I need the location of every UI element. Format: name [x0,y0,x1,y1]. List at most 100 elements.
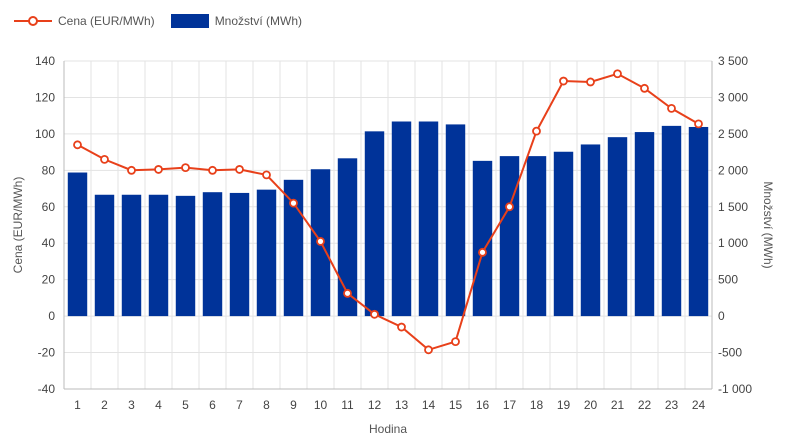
x-tick-label: 20 [584,398,598,412]
x-tick-label: 14 [422,398,436,412]
bar [499,156,520,317]
y-tick-label: 100 [35,127,55,141]
bar [175,195,196,317]
bar [526,156,547,317]
y-tick-label: 40 [42,236,56,250]
bar [67,172,88,317]
bar [337,158,358,317]
y2-tick-label: 2 000 [718,163,748,177]
y-tick-label: -40 [38,382,56,396]
bar [580,144,601,317]
legend-line-marker [14,16,52,26]
x-tick-label: 9 [290,398,297,412]
price-point [73,140,82,150]
legend-bar-marker [170,14,209,28]
bar [391,121,412,317]
bar [148,194,169,317]
legend: Cena (EUR/MWh) Množství (MWh) [14,14,318,28]
bar [283,179,304,317]
bar [472,160,493,317]
price-point [235,165,244,174]
price-point [613,69,622,79]
y2-tick-label: 500 [718,273,738,287]
bar [661,125,682,317]
x-tick-label: 17 [503,398,517,412]
price-point [397,322,406,332]
y2-tick-label: 3 000 [718,90,748,104]
line-series [73,69,703,355]
y2-tick-label: 2 500 [718,127,748,141]
price-point [640,83,649,93]
bar [229,192,250,317]
x-tick-label: 21 [611,398,625,412]
price-point [154,165,163,174]
y2-tick-label: 1 500 [718,200,748,214]
x-tick-label: 7 [236,398,243,412]
y-tick-label: 140 [35,54,55,68]
legend-item-mnozstvi[interactable]: Množství (MWh) [170,14,303,28]
price-point [451,337,460,347]
price-point [343,288,352,298]
x-tick-label: 1 [74,398,81,412]
bar-series [67,121,709,317]
price-point [127,165,136,175]
x-tick-label: 23 [665,398,679,412]
y2-axis-title: Množství (MWh) [761,181,775,268]
x-axis-title: Hodina [369,422,407,436]
x-tick-label: 2 [101,398,108,412]
x-tick-label: 12 [368,398,382,412]
y-tick-label: 20 [42,273,56,287]
x-tick-label: 13 [395,398,409,412]
y2-tick-label: -1 000 [718,382,752,396]
x-tick-label: 10 [314,398,328,412]
price-point [181,163,190,173]
legend-item-cena[interactable]: Cena (EUR/MWh) [14,14,155,28]
price-point [505,202,514,212]
price-point [208,165,217,175]
price-line [77,72,699,351]
x-tick-label: 15 [449,398,463,412]
price-point [424,345,433,355]
bar [94,194,115,317]
y-tick-label: 0 [48,309,55,323]
bar [418,121,439,317]
x-tick-label: 18 [530,398,544,412]
bar [553,151,574,317]
y-tick-label: 60 [42,200,56,214]
grid-lines [63,60,713,390]
price-point [532,126,541,136]
y2-tick-label: -500 [718,346,742,360]
price-point [100,154,109,164]
price-point [316,236,325,246]
x-tick-label: 8 [263,398,270,412]
y-tick-label: 120 [35,90,55,104]
price-point [478,247,487,257]
bar [445,124,466,317]
price-point [289,198,298,208]
bar [202,192,223,317]
price-point [262,170,271,180]
x-tick-label: 3 [128,398,135,412]
x-tick-label: 22 [638,398,652,412]
price-point [586,77,595,87]
price-point [694,119,703,129]
price-point [370,309,379,319]
x-tick-label: 11 [341,398,354,412]
bar [364,131,385,317]
y2-tick-label: 0 [718,309,725,323]
bar [121,194,142,317]
legend-label-cena: Cena (EUR/MWh) [58,14,155,28]
price-point [559,76,568,86]
price-point [667,103,676,113]
x-tick-label: 24 [692,398,706,412]
x-tick-label: 19 [557,398,571,412]
y2-tick-label: 1 000 [718,236,748,250]
x-tick-label: 16 [476,398,490,412]
y2-tick-label: 3 500 [718,54,748,68]
legend-label-mnozstvi: Množství (MWh) [214,14,303,28]
bar [607,137,628,317]
bar [688,126,709,317]
